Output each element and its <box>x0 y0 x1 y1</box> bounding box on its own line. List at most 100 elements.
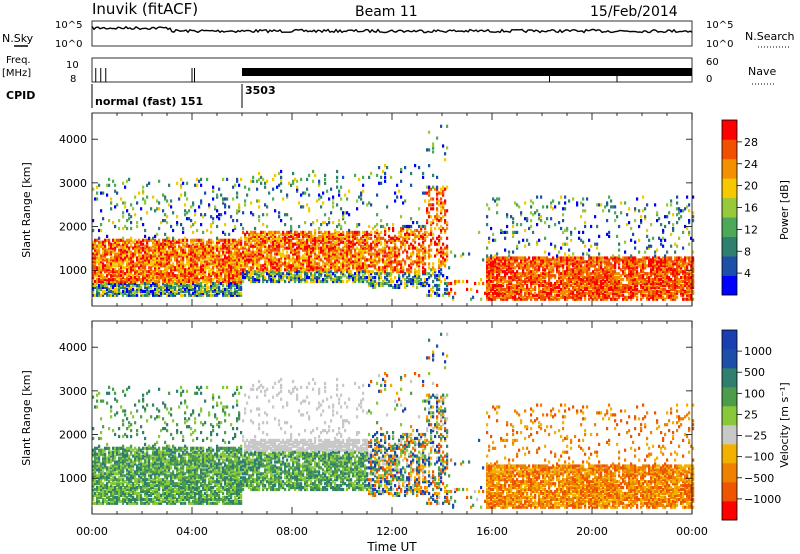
freq-label-1: Freq. <box>6 55 31 66</box>
power-cell <box>520 279 523 284</box>
power-cell <box>258 205 261 209</box>
power-cell <box>134 248 137 252</box>
power-cell <box>218 279 221 284</box>
power-cell <box>422 250 425 254</box>
power-cell <box>494 276 497 280</box>
power-cell <box>416 254 419 258</box>
power-cell <box>286 195 289 199</box>
power-cell <box>370 258 373 262</box>
power-cell <box>234 293 237 297</box>
power-cell <box>214 283 217 288</box>
power-cell <box>148 266 151 270</box>
power-cell <box>222 262 225 266</box>
power-cell <box>564 295 567 299</box>
power-cell <box>212 266 215 270</box>
power-cell <box>110 246 113 250</box>
power-cell <box>446 124 449 128</box>
power-cell <box>144 262 147 266</box>
power-cell <box>416 228 419 233</box>
power-cell <box>356 258 359 262</box>
power-cell <box>256 276 259 280</box>
power-cell <box>206 264 209 268</box>
power-cell <box>496 262 499 266</box>
power-cell <box>584 270 587 274</box>
power-cell <box>198 205 201 209</box>
power-cell <box>112 250 115 254</box>
power-cell <box>432 221 435 225</box>
power-cell <box>224 289 227 293</box>
power-cell <box>498 278 501 282</box>
power-cell <box>314 240 317 244</box>
power-cell <box>562 258 565 262</box>
power-cell <box>368 278 371 282</box>
power-cell <box>318 248 321 252</box>
power-cell <box>352 276 355 280</box>
power-cell <box>194 244 197 248</box>
power-cell <box>318 274 321 278</box>
power-cell <box>330 232 333 236</box>
power-cell <box>170 285 173 289</box>
power-cell <box>258 270 261 274</box>
power-cell <box>584 285 587 289</box>
power-cell <box>208 248 211 252</box>
power-cell <box>304 272 307 276</box>
power-cell <box>114 242 117 246</box>
power-cell <box>376 232 379 236</box>
power-cell <box>348 270 351 274</box>
power-cell <box>320 279 323 284</box>
power-cell <box>374 234 377 238</box>
power-cell <box>306 203 309 207</box>
power-cell <box>540 260 543 264</box>
power-cell <box>488 278 491 282</box>
power-cell <box>176 181 179 185</box>
power-cell <box>120 252 123 256</box>
power-cell <box>424 250 427 254</box>
power-cell <box>560 258 563 262</box>
power-cell <box>534 266 537 270</box>
power-cell <box>118 283 121 288</box>
power-cell <box>530 224 533 229</box>
power-cell <box>424 238 427 242</box>
power-cell <box>134 278 137 282</box>
power-cell <box>188 248 191 252</box>
power-cell <box>326 256 329 260</box>
power-cell <box>102 276 105 280</box>
power-cell <box>314 232 317 236</box>
power-cell <box>444 264 447 268</box>
power-cell <box>320 205 323 209</box>
power-cell <box>146 270 149 274</box>
power-cell <box>398 285 401 289</box>
power-cell <box>444 152 447 156</box>
power-cell <box>196 262 199 266</box>
power-cell <box>180 183 183 187</box>
power-cell <box>180 287 183 291</box>
power-cell <box>256 187 259 191</box>
power-cell <box>436 213 439 217</box>
power-cell <box>274 242 277 246</box>
power-cell <box>180 246 183 250</box>
power-cell <box>586 274 589 278</box>
power-cell <box>112 274 115 278</box>
power-cell <box>110 270 113 274</box>
power-cell <box>406 283 409 288</box>
power-cell <box>394 238 397 242</box>
power-cell <box>130 268 133 272</box>
power-cell <box>106 287 109 291</box>
power-cell <box>112 238 115 242</box>
power-cell <box>258 219 261 223</box>
power-cell <box>420 234 423 238</box>
power-cell <box>298 250 301 254</box>
power-cell <box>92 270 95 274</box>
power-cell <box>532 230 535 234</box>
power-cell <box>272 236 275 240</box>
power-cell <box>342 217 345 221</box>
power-cell <box>240 254 243 258</box>
power-cell <box>530 291 533 295</box>
power-cell <box>138 260 141 264</box>
power-cell <box>362 274 365 278</box>
power-cell <box>562 293 565 297</box>
power-cell <box>190 250 193 254</box>
power-cell <box>542 276 545 280</box>
power-cell <box>208 272 211 276</box>
power-cell <box>296 258 299 262</box>
